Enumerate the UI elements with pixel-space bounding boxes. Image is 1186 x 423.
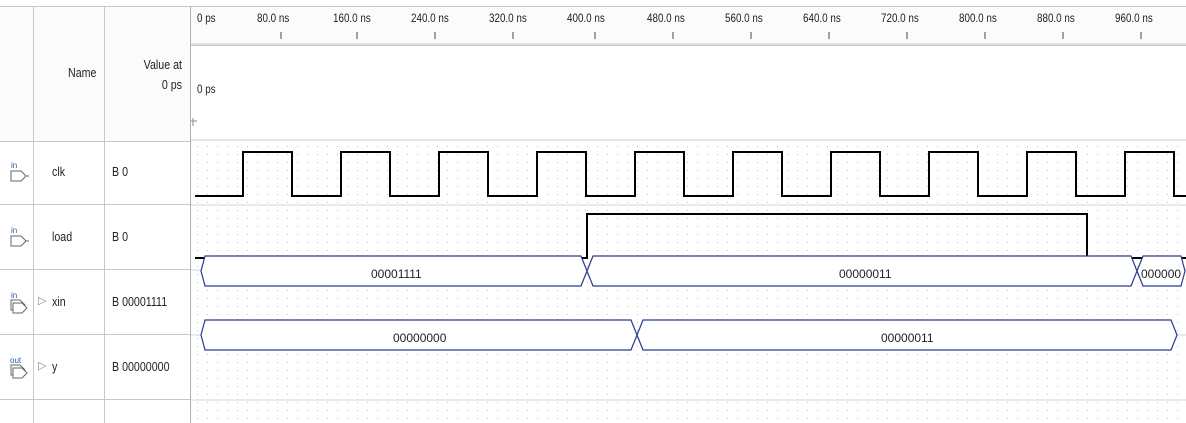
- waveform-panel[interactable]: 0 ps 80.0 ns 160.0 ns 240.0 ns 320.0 ns …: [191, 6, 1186, 423]
- ruler-tick-label: 560.0 ns: [725, 11, 763, 25]
- ruler-tick-label: 320.0 ns: [489, 11, 527, 25]
- ruler-tick-label: 240.0 ns: [411, 11, 449, 25]
- signal-row-clk[interactable]: in clk B 0: [0, 140, 190, 205]
- svg-text:in: in: [11, 291, 17, 300]
- signal-value: B 00001111: [112, 294, 168, 309]
- column-value-header-line1: Value at: [143, 57, 182, 72]
- ruler-tick-label: 80.0 ns: [257, 11, 290, 25]
- ruler-tick-label: 640.0 ns: [803, 11, 841, 25]
- bus-segment[interactable]: [636, 319, 1178, 351]
- column-separator: [33, 6, 34, 423]
- ruler-ticks: [280, 32, 1142, 39]
- column-value-header[interactable]: Value at 0 ps: [133, 55, 182, 95]
- bus-value-label: 00000011: [839, 267, 892, 281]
- cursor-time-label: 0 ps: [197, 82, 216, 96]
- signal-row-xin[interactable]: in ▷ xin B 00001111: [0, 270, 190, 335]
- signal-value: B 0: [112, 229, 129, 244]
- svg-text:out: out: [10, 356, 22, 365]
- signal-list-header: Name Value at 0 ps: [0, 6, 190, 142]
- bus-segment[interactable]: [1136, 255, 1186, 287]
- ruler-tick-label: 400.0 ns: [567, 11, 605, 25]
- ruler-tick-label: 880.0 ns: [1037, 11, 1075, 25]
- bus-value-label: 000000: [1141, 267, 1181, 281]
- svg-text:in: in: [11, 161, 17, 170]
- ruler-tick-label: 160.0 ns: [333, 11, 371, 25]
- signal-row-y[interactable]: out ▷ y B 00000000: [0, 335, 190, 400]
- signal-name: y: [52, 359, 58, 374]
- waveform-canvas[interactable]: 00001111 00000011 000000 00000000 000000…: [191, 6, 1186, 423]
- bus-segment[interactable]: [200, 319, 638, 351]
- svg-text:in: in: [11, 226, 17, 235]
- signal-value: B 0: [112, 164, 129, 179]
- input-bus-icon: in: [10, 291, 28, 314]
- ruler-tick-label: 0 ps: [197, 11, 216, 25]
- waveform-xin[interactable]: 00001111 00000011 000000: [200, 255, 1186, 287]
- output-bus-icon: out: [10, 356, 28, 379]
- column-value-header-line2: 0 ps: [161, 77, 182, 92]
- ruler-tick-label: 800.0 ns: [959, 11, 997, 25]
- bus-segment[interactable]: [200, 255, 588, 287]
- waveform-clk[interactable]: [195, 151, 1186, 197]
- expand-arrow-icon[interactable]: ▷: [38, 360, 47, 372]
- signal-list-panel: Name Value at 0 ps in clk B 0 in: [0, 6, 191, 423]
- signal-row-load[interactable]: in load B 0: [0, 205, 190, 270]
- expand-arrow-icon[interactable]: ▷: [38, 295, 47, 307]
- signal-name: load: [52, 229, 73, 244]
- signal-name: clk: [52, 164, 66, 179]
- ruler-tick-label: 720.0 ns: [881, 11, 919, 25]
- input-pin-icon: in: [10, 226, 29, 247]
- column-name-header[interactable]: Name: [68, 65, 97, 80]
- row-separators: [191, 204, 1186, 401]
- signal-value: B 00000000: [112, 359, 170, 374]
- bus-value-label: 00000000: [393, 331, 447, 345]
- waveform-load[interactable]: [195, 213, 1186, 259]
- column-separator: [104, 6, 105, 423]
- bus-value-label: 00000011: [881, 331, 934, 345]
- waveform-y[interactable]: 00000000 00000011: [200, 319, 1178, 351]
- ruler-tick-label: 480.0 ns: [647, 11, 685, 25]
- signal-name: xin: [52, 294, 66, 309]
- ruler-tick-label: 960.0 ns: [1115, 11, 1153, 25]
- input-pin-icon: in: [10, 161, 29, 182]
- time-ruler[interactable]: 0 ps 80.0 ns 160.0 ns 240.0 ns 320.0 ns …: [191, 6, 1186, 46]
- bus-value-label: 00001111: [371, 267, 422, 281]
